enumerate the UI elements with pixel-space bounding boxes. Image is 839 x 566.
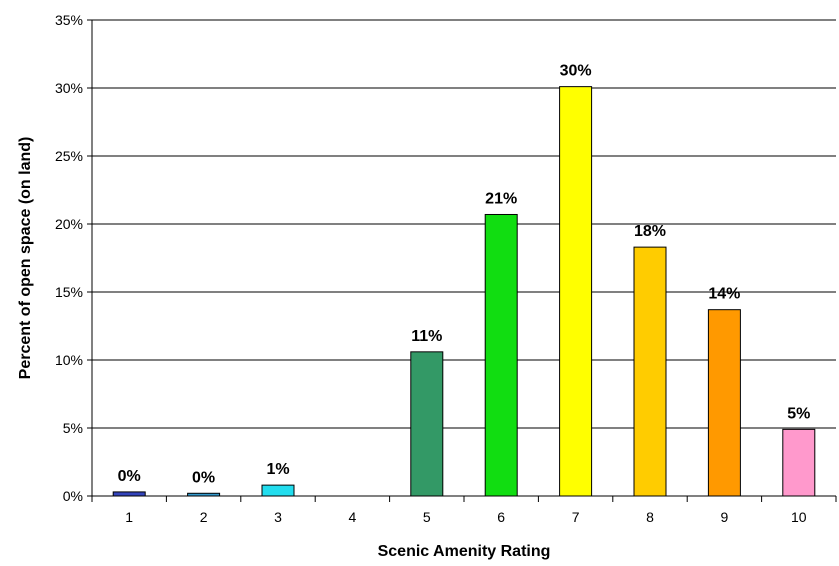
y-tick-labels: 0% 5% 10% 15% 20% 25% 30% 35% [55,12,83,504]
x-tick-label: 8 [646,509,654,525]
data-label-1: 0% [118,468,141,485]
bar-1 [112,491,146,497]
data-label-8: 18% [634,223,666,240]
x-axis-title: Scenic Amenity Rating [378,543,551,560]
x-tick-label: 2 [200,509,208,525]
data-label-10: 5% [787,405,810,422]
x-tick-labels: 1 2 3 4 5 6 7 8 9 10 [125,509,806,525]
bar-5 [410,351,444,497]
x-tick-label: 1 [125,509,133,525]
bar-8 [633,246,667,497]
y-tick-label: 0% [63,488,83,504]
bars [112,86,816,497]
y-tick-label: 25% [55,148,83,164]
y-tick-label: 20% [55,216,83,232]
data-label-9: 14% [708,286,740,303]
x-tick-label: 9 [721,509,729,525]
x-tick-label: 4 [349,509,357,525]
bar-3 [261,484,295,497]
x-tick-label: 3 [274,509,282,525]
y-tick-label: 10% [55,352,83,368]
data-label-5: 11% [411,328,442,345]
bar-6 [484,213,518,497]
x-tick-label: 5 [423,509,431,525]
y-tick-label: 15% [55,284,83,300]
y-tick-label: 5% [63,420,83,436]
data-labels: 0% 0% 1% 11% 21% 30% 18% 14% 5% [118,63,811,487]
y-tick-label: 35% [55,12,83,28]
data-label-6: 21% [485,190,517,207]
x-tick-label: 6 [497,509,505,525]
y-tick-label: 30% [55,80,83,96]
data-label-7: 30% [560,63,592,80]
bar-7 [559,86,593,497]
data-label-3: 1% [266,461,289,478]
axes [87,19,837,502]
gridlines [92,19,836,429]
y-axis-title: Percent of open space (on land) [17,137,34,380]
x-tick-label: 7 [572,509,580,525]
bar-10 [782,428,816,497]
x-tick-label: 10 [791,509,807,525]
bar-9 [707,309,741,497]
data-label-2: 0% [192,469,215,486]
